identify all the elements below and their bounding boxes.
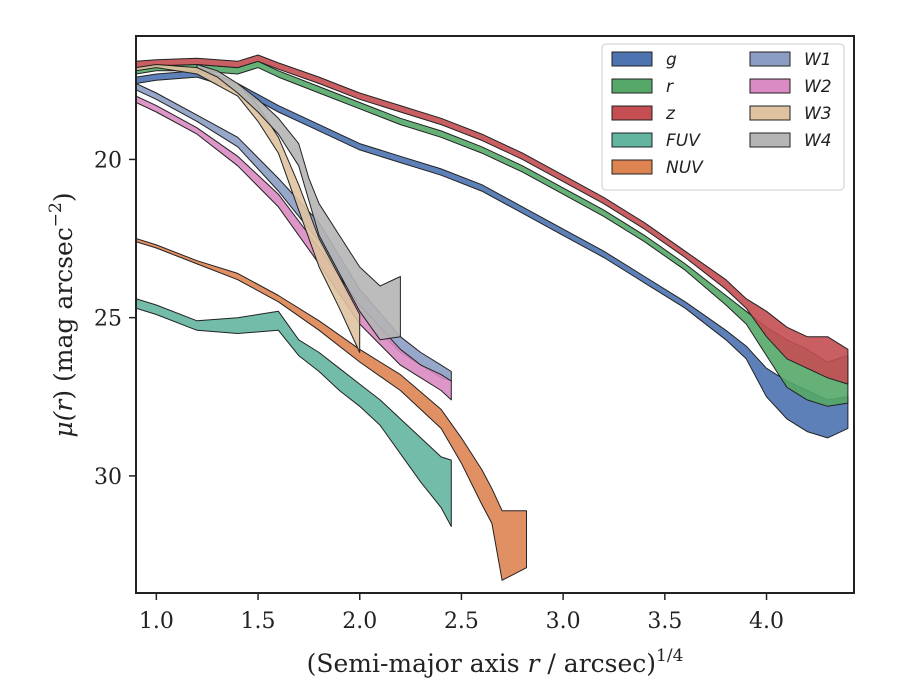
band-fuv xyxy=(136,298,452,527)
legend-swatch-w3 xyxy=(749,105,791,121)
x-axis-title: (Semi-major axis r / arcsec)1/4 xyxy=(307,646,684,678)
legend-label-fuv: FUV xyxy=(666,131,701,151)
x-axis-ticks: 1.0 1.5 2.0 2.5 3.0 3.5 4.0 xyxy=(139,593,784,634)
legend-swatch-nuv xyxy=(611,159,653,175)
y-tick-label: 25 xyxy=(94,307,122,332)
band-z xyxy=(136,54,849,385)
legend-label-r: r xyxy=(666,77,674,97)
y-axis-ticks: 20 25 30 xyxy=(94,148,136,490)
band-w4 xyxy=(196,64,401,341)
legend-label-z: z xyxy=(665,104,676,124)
y-tick-label: 30 xyxy=(94,465,122,490)
legend-label-w2: W2 xyxy=(804,77,832,97)
x-tick-label: 2.0 xyxy=(342,609,377,634)
x-tick-label: 1.0 xyxy=(139,609,174,634)
x-tick-label: 2.5 xyxy=(444,609,479,634)
legend-swatch-z xyxy=(611,105,653,121)
legend-entries: grz FUV NUV W1 W2 W3 W4 xyxy=(611,50,832,178)
x-tick-label: 4.0 xyxy=(749,609,784,634)
legend-swatch-g xyxy=(611,51,653,67)
legend-swatch-r xyxy=(611,78,653,94)
y-axis-title: μ(r) (mag arcsec−2) xyxy=(46,192,78,437)
legend-label-w4: W4 xyxy=(804,131,832,151)
x-tick-label: 3.0 xyxy=(546,609,581,634)
band-nuv xyxy=(136,238,527,581)
profile-bands xyxy=(136,54,849,581)
legend-label-w1: W1 xyxy=(804,50,832,70)
legend-swatch-w2 xyxy=(749,78,791,94)
y-tick-label: 20 xyxy=(94,148,122,173)
band-g xyxy=(136,70,849,439)
band-r xyxy=(136,60,849,407)
legend-label-g: g xyxy=(666,50,677,70)
legend-label-nuv: NUV xyxy=(666,158,704,178)
legend-swatch-w4 xyxy=(749,132,791,148)
x-tick-label: 1.5 xyxy=(241,609,276,634)
plot-frame xyxy=(135,35,855,594)
legend: grz FUV NUV W1 W2 W3 W4 xyxy=(601,43,845,191)
legend-label-w3: W3 xyxy=(804,104,832,124)
legend-swatch-fuv xyxy=(611,132,653,148)
legend-swatch-w1 xyxy=(749,51,791,67)
x-tick-label: 3.5 xyxy=(647,609,682,634)
